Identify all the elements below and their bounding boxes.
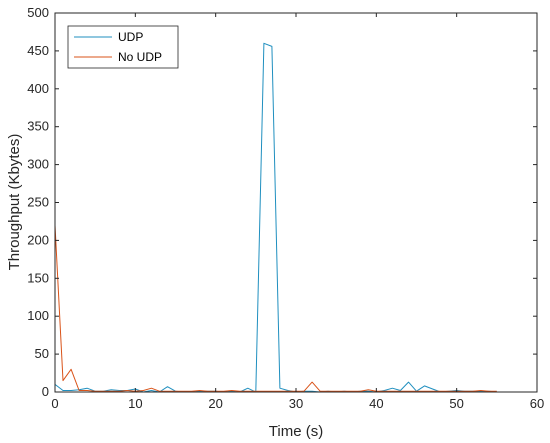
x-tick-label: 60 — [530, 396, 544, 411]
y-tick-label: 450 — [27, 43, 49, 58]
series-layer — [54, 42, 497, 393]
y-tick-label: 250 — [27, 195, 49, 210]
y-tick-label: 200 — [27, 232, 49, 247]
x-tick-label: 0 — [51, 396, 58, 411]
x-tick-label: 50 — [449, 396, 463, 411]
x-tick-label: 40 — [369, 396, 383, 411]
y-tick-label: 100 — [27, 308, 49, 323]
x-tick-label: 20 — [208, 396, 222, 411]
y-tick-label: 400 — [27, 81, 49, 96]
y-axis: 0 50 100 150 200 250 300 350 400 450 500 — [27, 5, 537, 399]
x-axis: 0 10 20 30 40 50 60 — [51, 13, 544, 411]
legend-label-udp: UDP — [118, 30, 143, 44]
y-tick-label: 300 — [27, 157, 49, 172]
y-axis-label: Throughput (Kbytes) — [6, 134, 23, 271]
x-tick-label: 10 — [128, 396, 142, 411]
x-axis-label: Time (s) — [269, 423, 323, 440]
y-tick-label: 150 — [27, 270, 49, 285]
legend-label-no-udp: No UDP — [118, 50, 162, 64]
x-tick-label: 30 — [289, 396, 303, 411]
y-tick-label: 350 — [27, 119, 49, 134]
series-line-no-udp — [54, 225, 497, 392]
y-tick-label: 500 — [27, 5, 49, 20]
y-tick-label: 0 — [42, 384, 49, 399]
y-tick-label: 50 — [35, 346, 49, 361]
legend: UDP No UDP — [67, 25, 179, 69]
plot-area — [55, 13, 537, 392]
legend-box — [67, 25, 179, 69]
